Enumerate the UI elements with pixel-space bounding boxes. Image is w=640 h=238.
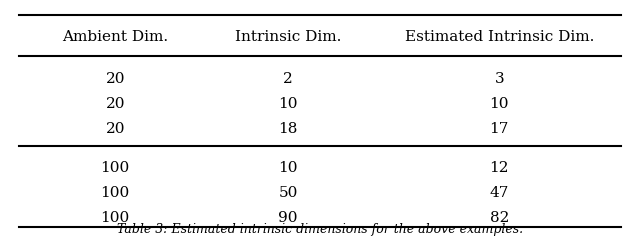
Text: 3: 3 [494,72,504,85]
Text: 12: 12 [490,161,509,175]
Text: 20: 20 [106,97,125,110]
Text: 47: 47 [490,186,509,200]
Text: Estimated Intrinsic Dim.: Estimated Intrinsic Dim. [404,30,594,44]
Text: 50: 50 [278,186,298,200]
Text: 2: 2 [283,72,293,85]
Text: 10: 10 [490,97,509,110]
Text: 100: 100 [100,161,130,175]
Text: 10: 10 [278,97,298,110]
Text: 10: 10 [278,161,298,175]
Text: 82: 82 [490,211,509,225]
Text: 18: 18 [278,122,298,135]
Text: 90: 90 [278,211,298,225]
Text: Intrinsic Dim.: Intrinsic Dim. [235,30,341,44]
Text: 17: 17 [490,122,509,135]
Text: Ambient Dim.: Ambient Dim. [62,30,168,44]
Text: 20: 20 [106,122,125,135]
Text: 100: 100 [100,186,130,200]
Text: 20: 20 [106,72,125,85]
Text: Table 3: Estimated intrinsic dimensions for the above examples.: Table 3: Estimated intrinsic dimensions … [117,223,523,236]
Text: 100: 100 [100,211,130,225]
